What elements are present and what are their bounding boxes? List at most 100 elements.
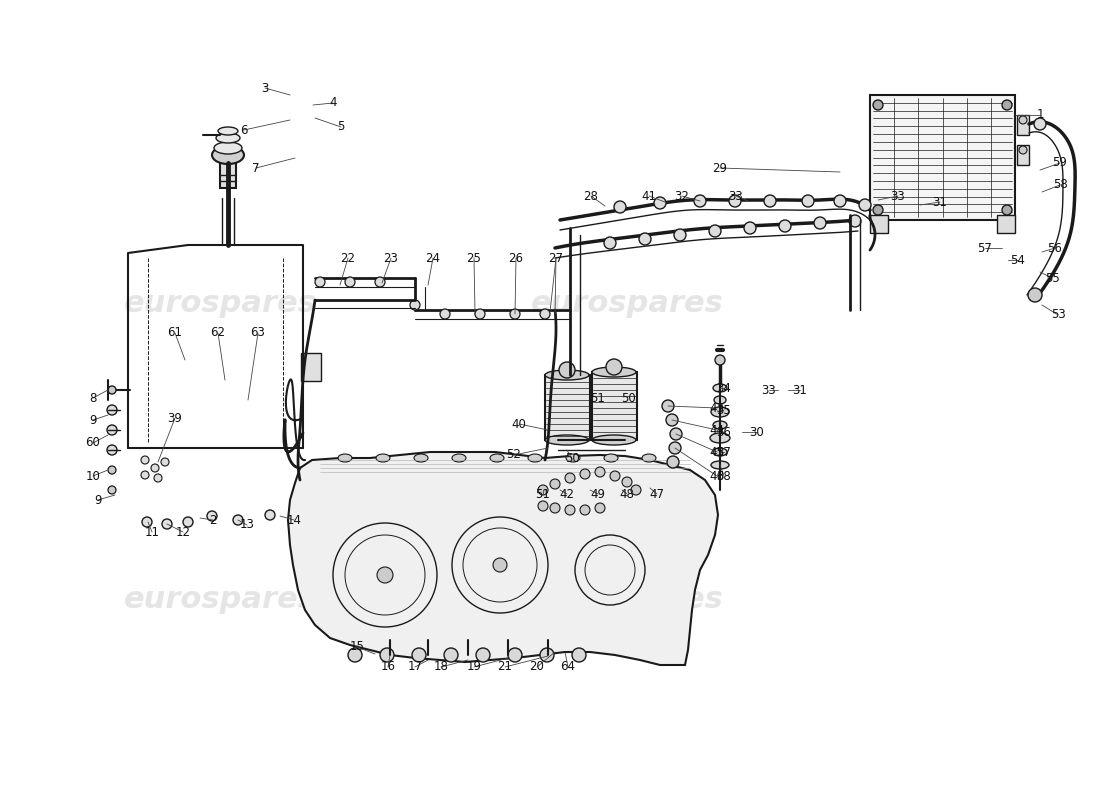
Text: 52: 52 xyxy=(507,449,521,462)
Text: 55: 55 xyxy=(1045,271,1059,285)
Text: 13: 13 xyxy=(240,518,254,531)
Circle shape xyxy=(710,225,720,237)
Ellipse shape xyxy=(376,454,390,462)
Text: 44: 44 xyxy=(710,423,725,437)
Text: 28: 28 xyxy=(584,190,598,202)
Text: 45: 45 xyxy=(710,446,725,458)
Ellipse shape xyxy=(711,407,729,417)
Circle shape xyxy=(694,195,706,207)
Text: 31: 31 xyxy=(793,383,807,397)
Circle shape xyxy=(667,456,679,468)
Text: 50: 50 xyxy=(620,391,636,405)
Circle shape xyxy=(744,222,756,234)
Circle shape xyxy=(151,464,160,472)
Circle shape xyxy=(1002,205,1012,215)
Text: 30: 30 xyxy=(749,426,764,438)
Text: 34: 34 xyxy=(716,382,732,394)
Circle shape xyxy=(440,309,450,319)
Bar xyxy=(870,95,1015,220)
Bar xyxy=(301,353,321,381)
Circle shape xyxy=(345,277,355,287)
Circle shape xyxy=(444,648,458,662)
Text: eurospares: eurospares xyxy=(123,586,317,614)
Circle shape xyxy=(604,237,616,249)
Circle shape xyxy=(550,479,560,489)
Circle shape xyxy=(540,309,550,319)
Circle shape xyxy=(141,456,149,464)
Ellipse shape xyxy=(544,435,588,445)
Circle shape xyxy=(595,467,605,477)
Ellipse shape xyxy=(566,454,580,462)
Text: 19: 19 xyxy=(466,661,482,674)
Circle shape xyxy=(610,471,620,481)
Text: 61: 61 xyxy=(167,326,183,339)
Text: 12: 12 xyxy=(176,526,190,538)
Circle shape xyxy=(670,428,682,440)
Ellipse shape xyxy=(338,454,352,462)
Text: 9: 9 xyxy=(89,414,97,426)
Text: 40: 40 xyxy=(512,418,527,430)
Text: 48: 48 xyxy=(619,487,635,501)
Circle shape xyxy=(814,217,826,229)
Text: eurospares: eurospares xyxy=(530,586,724,614)
Ellipse shape xyxy=(592,367,636,377)
Text: 43: 43 xyxy=(710,402,725,414)
Text: 49: 49 xyxy=(591,487,605,501)
Bar xyxy=(997,215,1015,233)
Ellipse shape xyxy=(214,142,242,154)
Bar xyxy=(1018,145,1028,165)
Circle shape xyxy=(654,197,666,209)
Circle shape xyxy=(674,229,686,241)
Circle shape xyxy=(580,469,590,479)
Text: 63: 63 xyxy=(251,326,265,339)
Bar xyxy=(544,375,590,440)
Circle shape xyxy=(565,505,575,515)
Circle shape xyxy=(595,503,605,513)
Circle shape xyxy=(614,201,626,213)
Circle shape xyxy=(859,199,871,211)
Ellipse shape xyxy=(642,454,656,462)
Text: 29: 29 xyxy=(713,162,727,174)
Ellipse shape xyxy=(212,146,244,164)
Circle shape xyxy=(802,195,814,207)
Text: eurospares: eurospares xyxy=(530,290,724,318)
Text: 3: 3 xyxy=(262,82,268,94)
Bar xyxy=(592,372,637,440)
Circle shape xyxy=(834,195,846,207)
Text: 9: 9 xyxy=(95,494,101,506)
Circle shape xyxy=(666,414,678,426)
Bar xyxy=(220,163,236,188)
Circle shape xyxy=(572,648,586,662)
Circle shape xyxy=(538,485,548,495)
Text: 39: 39 xyxy=(167,411,183,425)
Text: 24: 24 xyxy=(426,251,440,265)
Circle shape xyxy=(107,405,117,415)
Text: 11: 11 xyxy=(144,526,159,538)
Text: eurospares: eurospares xyxy=(123,290,317,318)
Circle shape xyxy=(510,309,520,319)
Circle shape xyxy=(183,517,192,527)
Text: 31: 31 xyxy=(933,195,947,209)
Ellipse shape xyxy=(714,396,726,404)
Text: 33: 33 xyxy=(891,190,905,202)
Text: 1: 1 xyxy=(1036,109,1044,122)
Circle shape xyxy=(375,277,385,287)
Text: 54: 54 xyxy=(1011,254,1025,266)
Text: 50: 50 xyxy=(564,453,580,466)
Ellipse shape xyxy=(604,454,618,462)
Ellipse shape xyxy=(713,421,727,429)
Text: 17: 17 xyxy=(407,661,422,674)
Circle shape xyxy=(669,442,681,454)
Text: 32: 32 xyxy=(674,190,690,202)
Circle shape xyxy=(476,648,490,662)
Text: 41: 41 xyxy=(641,190,657,202)
Bar xyxy=(1018,115,1028,135)
Circle shape xyxy=(639,233,651,245)
Text: 6: 6 xyxy=(240,123,248,137)
Ellipse shape xyxy=(713,448,727,456)
Circle shape xyxy=(1002,100,1012,110)
Text: 42: 42 xyxy=(560,487,574,501)
Text: 10: 10 xyxy=(86,470,100,482)
Circle shape xyxy=(1034,118,1046,130)
Ellipse shape xyxy=(528,454,542,462)
